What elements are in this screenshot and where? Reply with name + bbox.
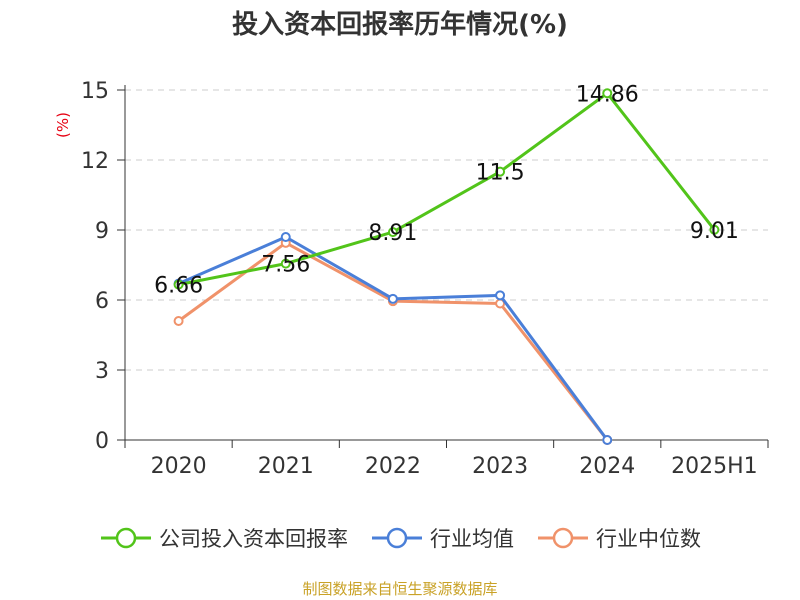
data-point <box>602 88 613 99</box>
legend-label: 行业均值 <box>430 527 514 551</box>
data-point <box>495 290 506 301</box>
y-tick-label: 12 <box>81 149 109 174</box>
data-label: 14.86 <box>576 82 639 107</box>
data-labels: 6.66 7.56 8.91 11.5 14.86 9.01 <box>154 82 739 298</box>
data-point <box>280 258 291 269</box>
chart-title: 投入资本回报率历年情况(%) <box>232 10 568 40</box>
x-tick-label: 2020 <box>151 454 207 479</box>
y-tick-label: 6 <box>95 289 109 314</box>
grid-lines <box>125 89 768 371</box>
data-label: 7.56 <box>261 253 310 278</box>
legend-item[interactable]: 行业中位数 <box>536 523 701 553</box>
series-line <box>177 235 609 441</box>
x-tick-label: 2023 <box>472 454 528 479</box>
legend-line-marker-icon <box>538 527 588 549</box>
data-point <box>387 293 398 304</box>
legend-item[interactable]: 行业均值 <box>370 523 514 553</box>
legend-line-marker-icon <box>372 527 422 549</box>
axes: 0 3 6 9 12 15 2020 2021 2022 2023 2024 2025H1 (%) <box>54 79 769 479</box>
data-label: 11.5 <box>476 161 525 186</box>
legend-label: 行业中位数 <box>596 527 701 551</box>
x-tick-label: 2025H1 <box>671 454 758 479</box>
data-label: 9.01 <box>690 219 739 244</box>
data-point <box>602 435 613 445</box>
y-tick-label: 0 <box>95 429 109 454</box>
y-axis-label: (%) <box>54 112 72 138</box>
data-point <box>173 279 184 290</box>
data-point <box>495 166 506 177</box>
legend-label: 公司投入资本回报率 <box>159 527 348 551</box>
legend: 公司投入资本回报率 行业均值 行业中位数 <box>0 518 800 558</box>
data-point <box>173 316 184 326</box>
source-note: 制图数据来自恒生聚源数据库 <box>302 580 498 598</box>
y-tick-label: 15 <box>81 79 109 104</box>
legend-line-marker-icon <box>101 527 151 549</box>
data-label: 6.66 <box>154 274 203 299</box>
x-tick-label: 2024 <box>579 454 635 479</box>
data-point <box>280 232 291 242</box>
legend-item[interactable]: 公司投入资本回报率 <box>99 523 348 553</box>
y-tick-label: 3 <box>95 359 109 384</box>
data-point <box>387 227 398 238</box>
data-label: 8.91 <box>368 221 417 246</box>
series-lines <box>173 88 720 445</box>
series-line <box>178 91 716 287</box>
x-tick-label: 2021 <box>258 454 314 479</box>
y-tick-label: 9 <box>95 219 109 244</box>
data-point <box>709 224 720 235</box>
x-tick-label: 2022 <box>365 454 421 479</box>
